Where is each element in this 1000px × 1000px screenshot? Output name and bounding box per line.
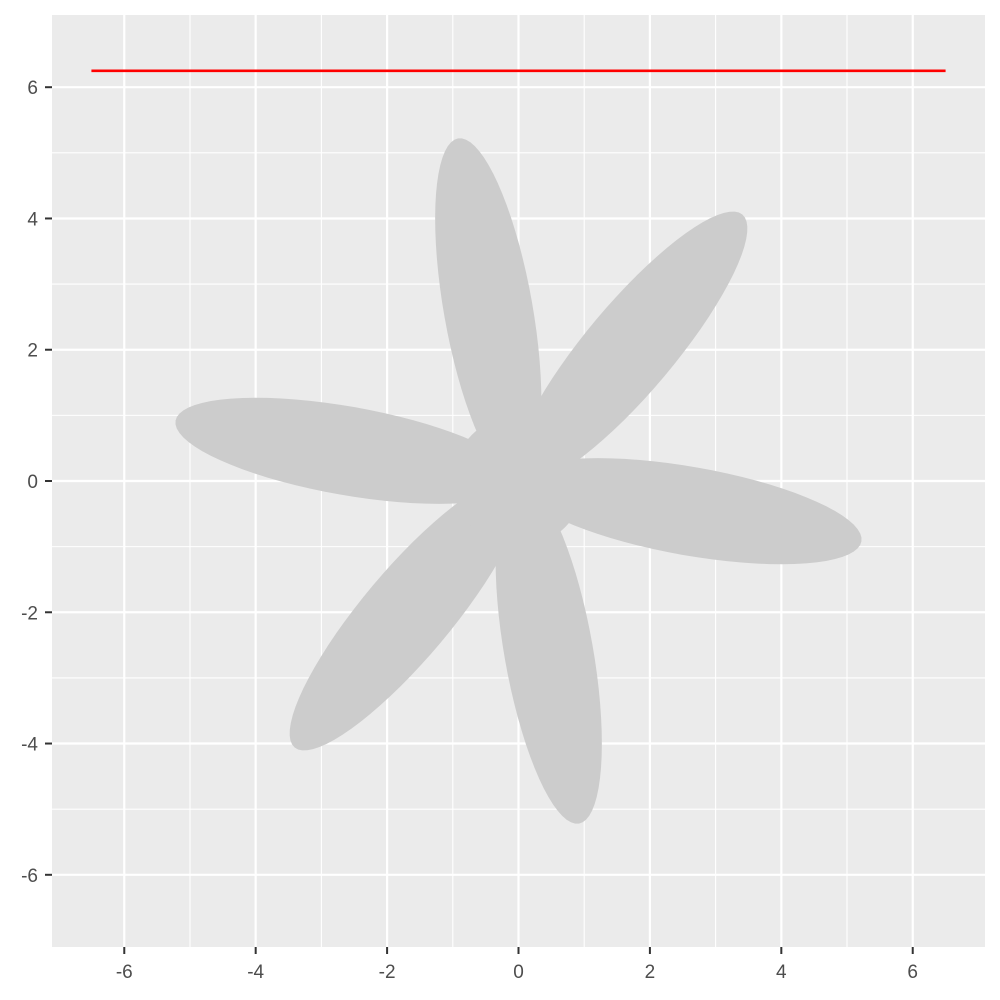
x-tick-label: 4 (776, 962, 787, 983)
y-tick-label: -6 (21, 866, 38, 887)
y-tick-label: -4 (21, 735, 38, 756)
y-tick-label: 4 (27, 209, 38, 230)
propeller-blade (518, 458, 862, 565)
y-tick-label: 2 (27, 341, 38, 362)
x-tick-label: -6 (116, 962, 133, 983)
propeller-blade (175, 397, 519, 504)
y-tick-label: 6 (27, 78, 38, 99)
x-tick-label: 6 (907, 962, 918, 983)
y-tick-label: -2 (21, 603, 38, 624)
propeller-blade (289, 478, 524, 751)
y-tick-label: 0 (27, 472, 38, 493)
propeller-blade (513, 211, 748, 484)
propeller-shape (175, 138, 862, 824)
x-tick-label: 2 (645, 962, 656, 983)
propeller-blade (435, 138, 542, 482)
propeller-blade (495, 480, 602, 824)
x-tick-label: 0 (513, 962, 524, 983)
x-tick-label: -2 (379, 962, 396, 983)
propeller-hub (452, 415, 585, 547)
axes: -6 -4 -2 0 2 4 6 -6 -4 -2 0 2 4 6 (21, 78, 918, 983)
x-tick-label: -4 (247, 962, 264, 983)
